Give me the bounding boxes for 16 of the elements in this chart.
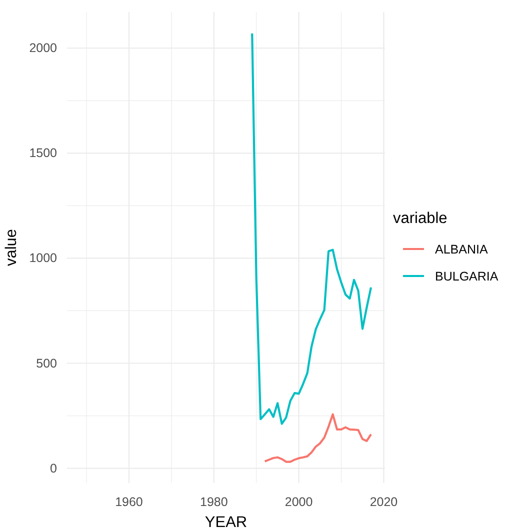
y-axis-title: value [3,228,20,266]
y-tick-label: 0 [50,461,58,476]
y-tick-label: 500 [36,356,58,370]
y-tick-label: 1000 [29,251,58,266]
line-series [251,32,372,425]
x-tick-label: 2020 [370,494,398,509]
y-tick-label: 1500 [29,146,58,160]
x-tick-label: 1980 [200,494,228,509]
x-axis-title: YEAR [204,514,248,531]
x-tick-label: 2000 [284,494,313,509]
x-tick-label: 1960 [115,494,143,509]
legend-label: ALBANIA [435,242,488,256]
legend-title: variable [393,210,448,227]
legend-label: BULGARIA [435,270,499,284]
line-series [264,413,372,463]
y-tick-label: 2000 [29,41,58,56]
